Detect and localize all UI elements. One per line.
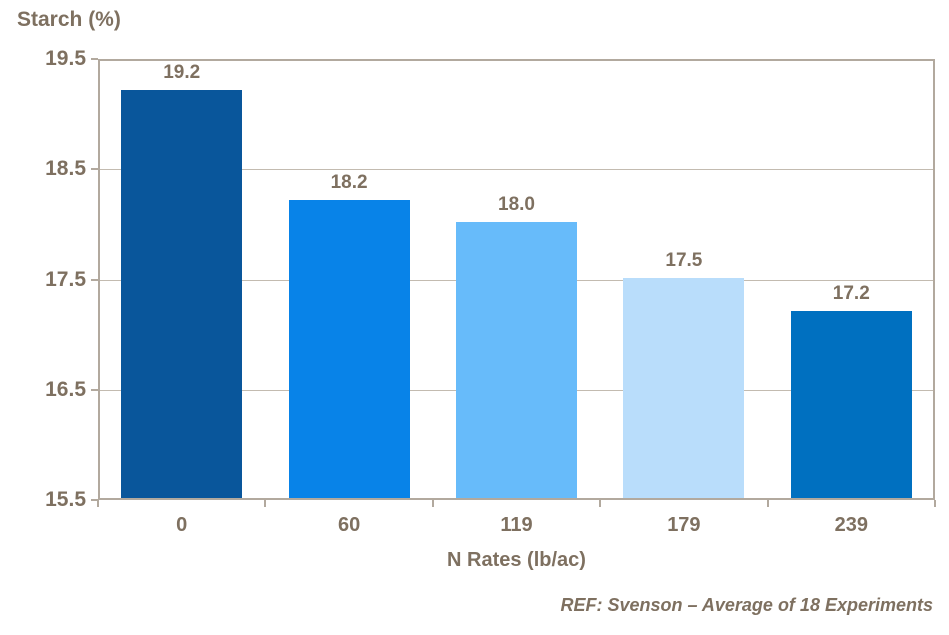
bar-239 xyxy=(790,310,912,498)
x-tick-label: 0 xyxy=(176,514,188,536)
gridline xyxy=(100,169,933,171)
x-tick-label: 119 xyxy=(500,514,533,536)
bar-179 xyxy=(623,277,745,498)
y-axis-tick xyxy=(91,168,98,171)
x-axis-tick xyxy=(431,500,434,507)
x-axis-tick xyxy=(264,500,267,507)
y-axis-tick xyxy=(91,499,98,501)
y-axis-tick xyxy=(91,58,98,60)
y-tick-label: 17.5 xyxy=(45,267,86,291)
y-tick-label: 15.5 xyxy=(45,488,86,511)
y-axis-title: Starch (%) xyxy=(17,8,121,31)
x-tick-label: 179 xyxy=(667,514,701,536)
bar-value-label: 17.2 xyxy=(832,282,870,304)
bar-value-label: 18.2 xyxy=(330,172,368,194)
x-axis-tick xyxy=(97,500,99,507)
y-axis-tick xyxy=(91,388,98,391)
chart-reference: REF: Svenson – Average of 18 Experiments xyxy=(560,595,933,615)
x-tick-label: 239 xyxy=(834,514,868,536)
bar-0 xyxy=(121,90,243,498)
plot-area: 19.2 18.2 18.0 17.5 17.2 xyxy=(98,59,935,500)
x-axis-tick xyxy=(766,500,769,507)
bar-value-label: 18.0 xyxy=(498,194,535,216)
y-tick-label: 19.5 xyxy=(45,47,86,70)
x-axis-tick xyxy=(599,500,602,507)
y-tick-label: 18.5 xyxy=(45,157,86,181)
bar-60 xyxy=(288,200,410,498)
bar-value-label: 19.2 xyxy=(163,62,201,84)
x-tick-label: 60 xyxy=(337,514,361,536)
y-axis-tick xyxy=(91,278,98,281)
bar-119 xyxy=(456,222,577,498)
x-axis-tick xyxy=(934,500,936,507)
bar-value-label: 17.5 xyxy=(665,249,703,271)
x-axis-title: N Rates (lb/ac) xyxy=(447,549,586,571)
y-tick-label: 16.5 xyxy=(45,377,86,401)
